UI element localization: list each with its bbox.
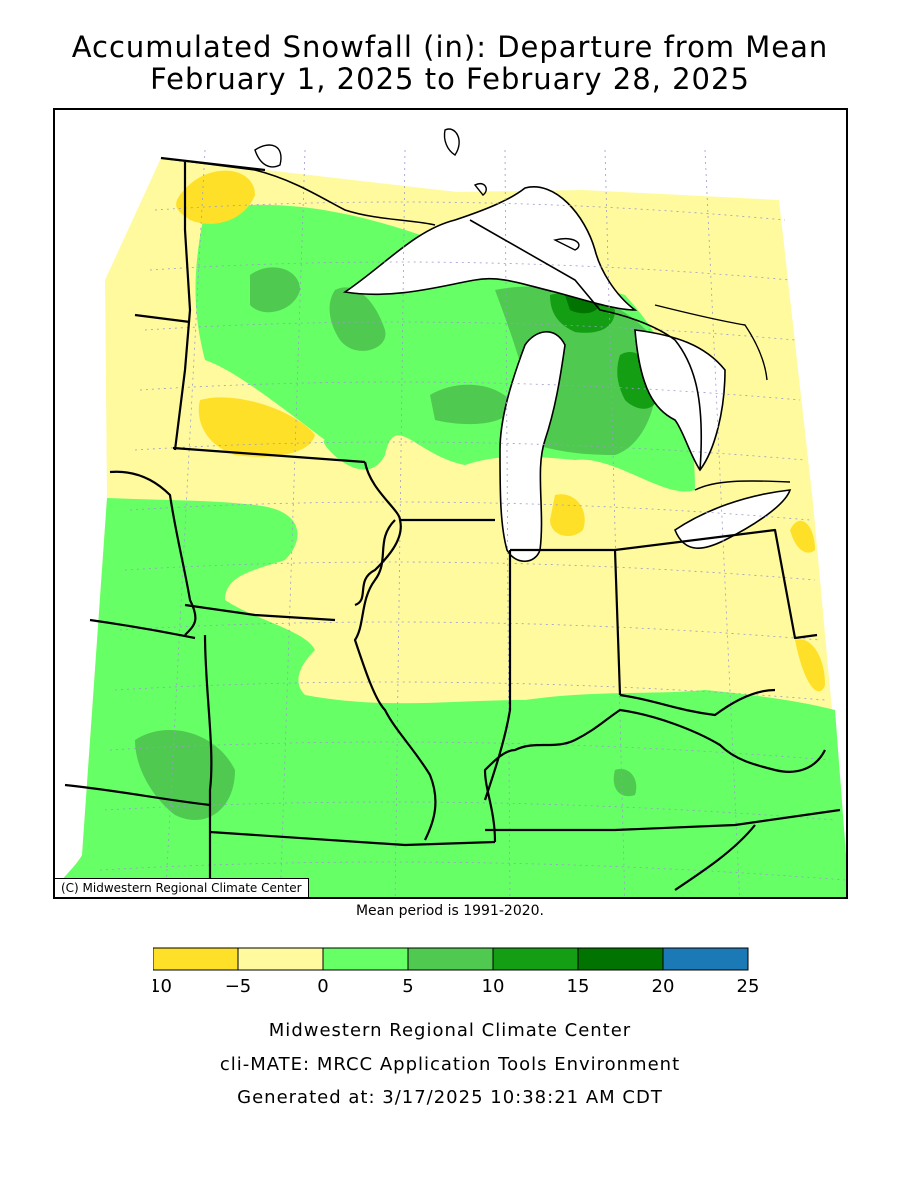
legend-tick-label: 0 [317,976,328,995]
legend-tick-label: 20 [652,976,675,995]
footer-org: Midwestern Regional Climate Center [268,1020,632,1041]
lake-erie [674,489,792,549]
legend-tick-label: −5 [225,976,252,995]
graticule [99,149,846,897]
legend-swatch [492,947,579,971]
great-lakes [342,186,792,563]
map-canvas [55,128,846,897]
legend-swatch [153,947,239,971]
legend-swatch [662,947,749,971]
shoreline-fragments [254,128,791,491]
footer-generated: Generated at: 3/17/2025 10:38:21 AM CDT [237,1087,663,1108]
mean-period-note: Mean period is 1991-2020. [355,903,545,919]
lake-huron [634,329,726,472]
band-neg10-to-neg5 [176,170,825,692]
legend-swatch [322,947,409,971]
intl-border [160,157,703,471]
lake-superior [342,186,638,311]
map-title-line1: Accumulated Snowfall (in): Departure fro… [71,30,829,64]
legend-tick-label: 15 [567,976,590,995]
footer-app: cli-MATE: MRCC Application Tools Environ… [219,1054,681,1075]
color-legend: −10 −5 0 5 10 15 20 25 [153,947,760,995]
state-boundaries [64,156,841,897]
legend-tick-label: −10 [153,976,172,995]
legend-tick-label: 25 [737,976,760,995]
copyright-label: (C) Midwestern Regional Climate Center [55,878,309,897]
legend-swatch [237,947,324,971]
legend-tick-label: 10 [482,976,505,995]
legend-tick-label: 5 [402,976,413,995]
legend-swatch [407,947,494,971]
legend-swatch [577,947,664,971]
map-title-line2: February 1, 2025 to February 28, 2025 [150,62,750,96]
snowfall-departure-map: (C) Midwestern Regional Climate Center [53,108,848,899]
